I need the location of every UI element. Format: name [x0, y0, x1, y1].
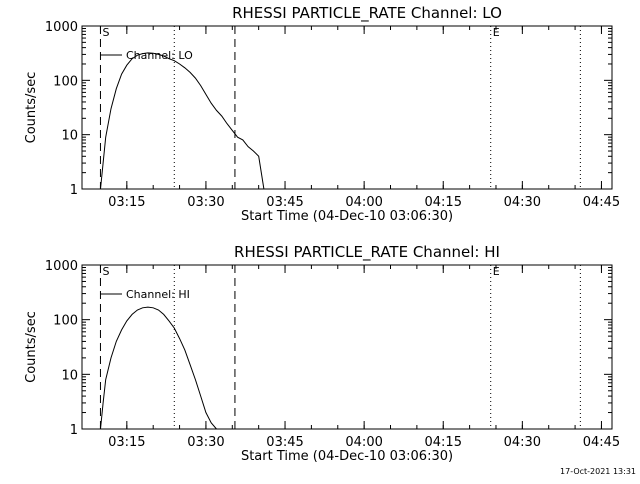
marker-label: S: [102, 265, 109, 278]
x-tick-label: 04:15: [425, 195, 462, 210]
x-tick-label: 04:00: [345, 435, 382, 450]
marker-label: E: [493, 26, 500, 39]
plot-frame: [81, 25, 613, 190]
y-tick-label: 10: [61, 368, 78, 383]
y-tick-label: 1000: [45, 259, 78, 274]
plot-frame: [81, 264, 613, 430]
x-tick-label: 03:15: [108, 435, 145, 450]
y-tick-label: 1: [70, 423, 78, 438]
x-tick-label: 04:45: [583, 195, 620, 210]
legend-label: Channel: HI: [126, 288, 190, 301]
x-tick-label: 04:00: [345, 195, 382, 210]
series-line: [100, 52, 265, 190]
y-axis-label: Counts/sec: [24, 311, 39, 383]
x-tick-label: 03:15: [108, 195, 145, 210]
y-axis-label: Counts/sec: [24, 72, 39, 144]
x-tick-label: 04:30: [504, 195, 541, 210]
x-tick-label: 03:30: [187, 435, 224, 450]
marker-label: S: [102, 26, 109, 39]
y-tick-label: 10: [61, 129, 78, 144]
y-tick-label: 1000: [45, 20, 78, 35]
chart-title: RHESSI PARTICLE_RATE Channel: HI: [234, 243, 500, 262]
y-tick-label: 100: [53, 74, 78, 89]
legend-label: Channel: LO: [126, 49, 193, 62]
x-tick-label: 03:45: [266, 435, 303, 450]
x-tick-label: 04:45: [583, 435, 620, 450]
x-tick-label: 04:15: [425, 435, 462, 450]
y-tick-label: 100: [53, 314, 78, 329]
x-axis-label: Start Time (04-Dec-10 03:06:30): [241, 209, 453, 224]
series-line: [100, 306, 217, 430]
footer-timestamp: 17-Oct-2021 13:31: [560, 467, 636, 476]
y-tick-label: 1: [70, 183, 78, 198]
marker-label: E: [493, 265, 500, 278]
x-tick-label: 03:45: [266, 195, 303, 210]
x-tick-label: 03:30: [187, 195, 224, 210]
x-tick-label: 04:30: [504, 435, 541, 450]
chart-title: RHESSI PARTICLE_RATE Channel: LO: [232, 4, 502, 23]
x-axis-label: Start Time (04-Dec-10 03:06:30): [241, 449, 453, 464]
